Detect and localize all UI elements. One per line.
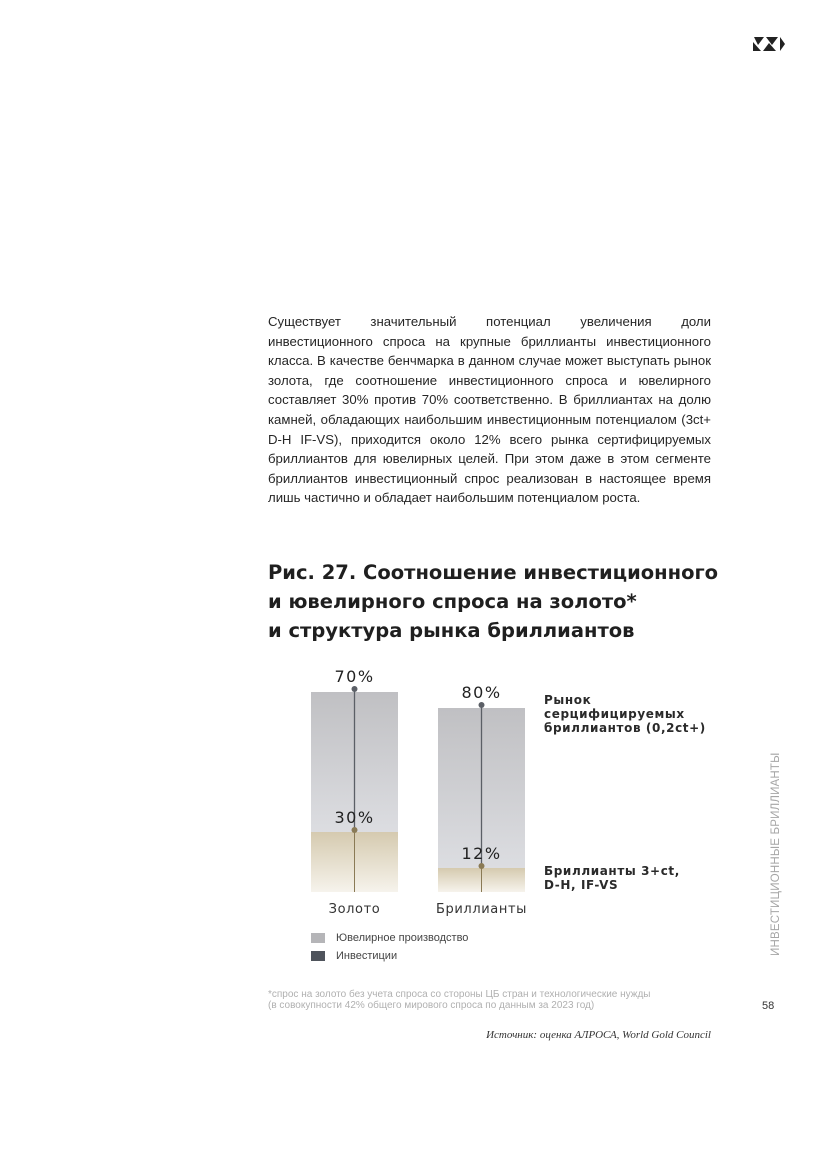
bar-marker-dot	[351, 686, 358, 692]
chart-legend: Ювелирное производство Инвестиции	[311, 929, 468, 965]
body-paragraph: Существует значительный потенциал увелич…	[268, 314, 711, 506]
category-label: Золото	[329, 902, 381, 917]
annotation-text: бриллиантов (0,2ct+)	[544, 721, 706, 735]
bar-marker-dot	[478, 702, 485, 708]
annotation-text: D-H, IF-VS	[544, 878, 618, 892]
figure-title: Рис. 27. Соотношение инвестиционного и ю…	[268, 558, 738, 645]
legend-label: Ювелирное производство	[336, 932, 469, 944]
section-side-label: ИНВЕСТИЦИОННЫЕ БРИЛЛИАНТЫ	[770, 752, 782, 956]
annotation-text: Рынок	[544, 693, 591, 707]
bar-marker-dot	[478, 863, 485, 869]
footnote: *спрос на золото без учета спроса со сто…	[268, 989, 718, 1011]
legend-swatch-investment	[311, 951, 325, 961]
data-label: 30%	[334, 808, 374, 827]
data-label: 70%	[334, 667, 374, 686]
footnote-line: (в совокупности 42% общего мирового спро…	[268, 1000, 595, 1011]
bar-marker-dot	[351, 827, 358, 833]
data-label: 80%	[461, 683, 501, 702]
data-label: 12%	[461, 844, 501, 863]
legend-item-investment: Инвестиции	[311, 947, 468, 965]
source-citation: Источник: оценка АЛРОСА, World Gold Coun…	[486, 1029, 711, 1041]
page-number: 58	[762, 1000, 775, 1012]
annotation-text: серцифицируемых	[544, 707, 685, 721]
legend-swatch-jewelry	[311, 933, 325, 943]
annotation-text: Бриллианты 3+ct,	[544, 864, 680, 878]
brand-logo-icon	[753, 37, 785, 51]
figure-title-line: и ювелирного спроса на золото*	[268, 590, 637, 613]
legend-item-jewelry: Ювелирное производство	[311, 929, 468, 947]
legend-label: Инвестиции	[336, 950, 398, 962]
figure-title-line: Рис. 27. Соотношение инвестиционного	[268, 561, 719, 584]
footnote-line: *спрос на золото без учета спроса со сто…	[268, 989, 651, 1000]
figure-title-line: и структура рынка бриллиантов	[268, 619, 635, 642]
category-label: Бриллианты	[436, 902, 527, 917]
